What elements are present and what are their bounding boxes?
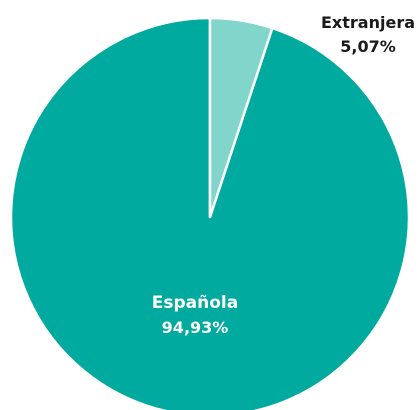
slice-espanola <box>9 16 411 410</box>
slice-extranjera <box>208 16 274 219</box>
data-label-extranjera-value: 5,07% <box>340 37 396 56</box>
data-label-extranjera-name: Extranjera <box>321 13 415 32</box>
data-label-espanola-value: 94,93% <box>162 318 229 337</box>
data-label-espanola-name: Española <box>152 293 238 313</box>
